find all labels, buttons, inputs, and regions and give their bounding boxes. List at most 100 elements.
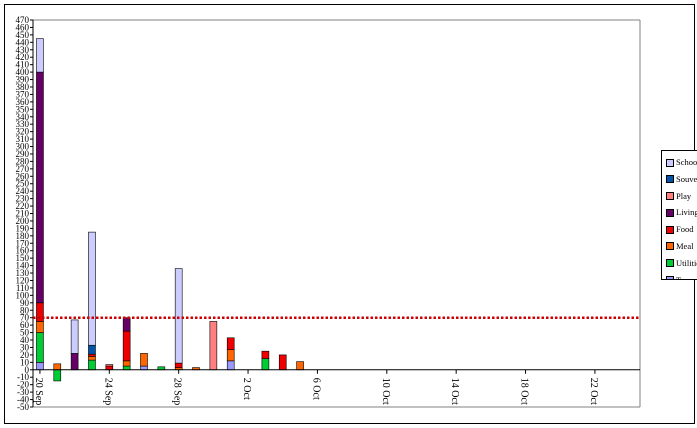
bar-segment-food	[122, 330, 131, 362]
bar-segment-utilities	[122, 365, 131, 371]
legend-swatch	[666, 276, 674, 279]
legend-item-food: Food	[662, 221, 697, 238]
y-tick-label: 90	[20, 298, 30, 308]
y-tick-label: 280	[16, 156, 30, 166]
bar-segment-play	[209, 321, 218, 371]
legend-swatch	[666, 158, 674, 167]
y-tick-label: 400	[16, 67, 30, 77]
y-tick-label: 160	[16, 246, 30, 256]
y-tick-label: 250	[16, 179, 30, 189]
bar-segment-food	[88, 353, 96, 357]
bar-segment-meal	[53, 363, 62, 371]
bar-segment-food	[105, 365, 114, 371]
bar-segment-living	[36, 71, 44, 304]
y-tick-label: 170	[16, 238, 30, 248]
y-tick-label: -30	[17, 387, 29, 397]
legend-label: Souve	[676, 173, 697, 184]
legend-swatch	[666, 208, 674, 217]
bar-segment-utilities	[36, 332, 44, 363]
y-tick-label: 180	[16, 231, 30, 241]
y-tick-label: -50	[17, 402, 29, 412]
legend-swatch	[666, 225, 674, 234]
y-tick-label: 210	[16, 209, 30, 219]
bar-segment-living	[70, 353, 79, 371]
y-tick-label: 290	[16, 149, 30, 159]
y-tick-label: 230	[16, 194, 30, 204]
legend-swatch	[666, 175, 674, 184]
legend: Schoo Souve Play Living Food Meal Utilitie Tran…	[661, 150, 697, 280]
y-tick-label: 260	[16, 171, 30, 181]
legend-label: Utilitie	[676, 257, 697, 268]
x-tick-label: 28 Sep	[172, 378, 183, 406]
y-axis-ticks: -50-40-30-20-100102030405060708090100110…	[16, 15, 33, 412]
y-tick-label: 380	[16, 82, 30, 92]
y-tick-label: 430	[16, 45, 30, 55]
y-tick-label: 310	[16, 134, 30, 144]
bar-segment-play	[105, 364, 114, 367]
y-tick-label: 370	[16, 89, 30, 99]
y-tick-label: 360	[16, 97, 30, 107]
y-tick-label: 80	[20, 305, 30, 315]
y-tick-label: 50	[20, 328, 30, 338]
y-tick-label: 350	[16, 104, 30, 114]
bar-segment-meal	[226, 349, 235, 362]
y-tick-label: 390	[16, 75, 30, 85]
bar-segment-food	[226, 337, 235, 350]
y-tick-label: 130	[16, 268, 30, 278]
bar-segment-school	[174, 268, 183, 364]
x-tick-label: 20 Sep	[33, 378, 44, 406]
bar-segment-utilities	[88, 359, 96, 371]
legend-label: Play	[676, 190, 692, 201]
x-tick-label: 10 Oct	[380, 378, 391, 405]
bar-segment-utilities-negative	[53, 369, 62, 382]
y-tick-label: -10	[17, 372, 29, 382]
y-tick-label: 460	[16, 22, 30, 32]
bar-segment-food	[174, 362, 183, 368]
x-axis-ticks: 20 Sep 24 Sep 28 Sep 2 Oct 6 Oct 10 Oct 14 Oct…	[33, 369, 599, 406]
legend-swatch	[666, 259, 674, 268]
x-tick-label: 18 Oct	[519, 378, 530, 405]
y-tick-label: 440	[16, 37, 30, 47]
x-tick-label: 22 Oct	[588, 378, 599, 405]
bar-segment-meal	[296, 361, 304, 371]
bar-segment-meal	[88, 356, 96, 361]
y-tick-label: -40	[17, 395, 29, 405]
bars	[36, 38, 304, 382]
bar-segment-meal	[122, 360, 131, 367]
x-tick-label: 14 Oct	[449, 378, 460, 405]
y-tick-label: 10	[20, 357, 30, 367]
y-tick-label: 300	[16, 142, 30, 152]
bar-segment-transport	[140, 365, 148, 371]
legend-item-play: Play	[662, 188, 697, 205]
y-tick-label: 470	[16, 15, 30, 25]
legend-label: Schoo	[676, 157, 697, 167]
y-tick-label: 120	[16, 275, 30, 285]
bar-segment-food	[278, 354, 287, 371]
bar-segment-transport	[36, 362, 44, 371]
y-tick-label: 70	[20, 313, 30, 323]
legend-swatch	[666, 242, 674, 251]
legend-item-school: Schoo	[662, 154, 697, 171]
bar-segment-transport	[226, 360, 235, 371]
legend-label: Transpo	[676, 274, 697, 280]
legend-item-utilities: Utilitie	[662, 255, 697, 272]
y-tick-label: 330	[16, 119, 30, 129]
y-tick-label: 220	[16, 201, 30, 211]
bar-segment-souvenirs	[88, 344, 96, 355]
legend-label: Living	[676, 207, 697, 218]
y-tick-label: 140	[16, 261, 30, 271]
legend-item-souvenirs: Souve	[662, 171, 697, 188]
bar-segment-school	[36, 38, 44, 73]
y-tick-label: 240	[16, 186, 30, 196]
y-tick-label: -20	[17, 380, 29, 390]
x-tick-label: 6 Oct	[310, 378, 321, 400]
y-tick-label: 20	[20, 350, 30, 360]
x-tick-label: 2 Oct	[241, 378, 252, 400]
bar-segment-living	[122, 317, 131, 332]
y-tick-label: 420	[16, 52, 30, 62]
legend-label: Food	[676, 224, 694, 235]
y-tick-label: 100	[16, 290, 30, 300]
y-tick-label: 190	[16, 223, 30, 233]
legend-label: Meal	[676, 240, 694, 251]
